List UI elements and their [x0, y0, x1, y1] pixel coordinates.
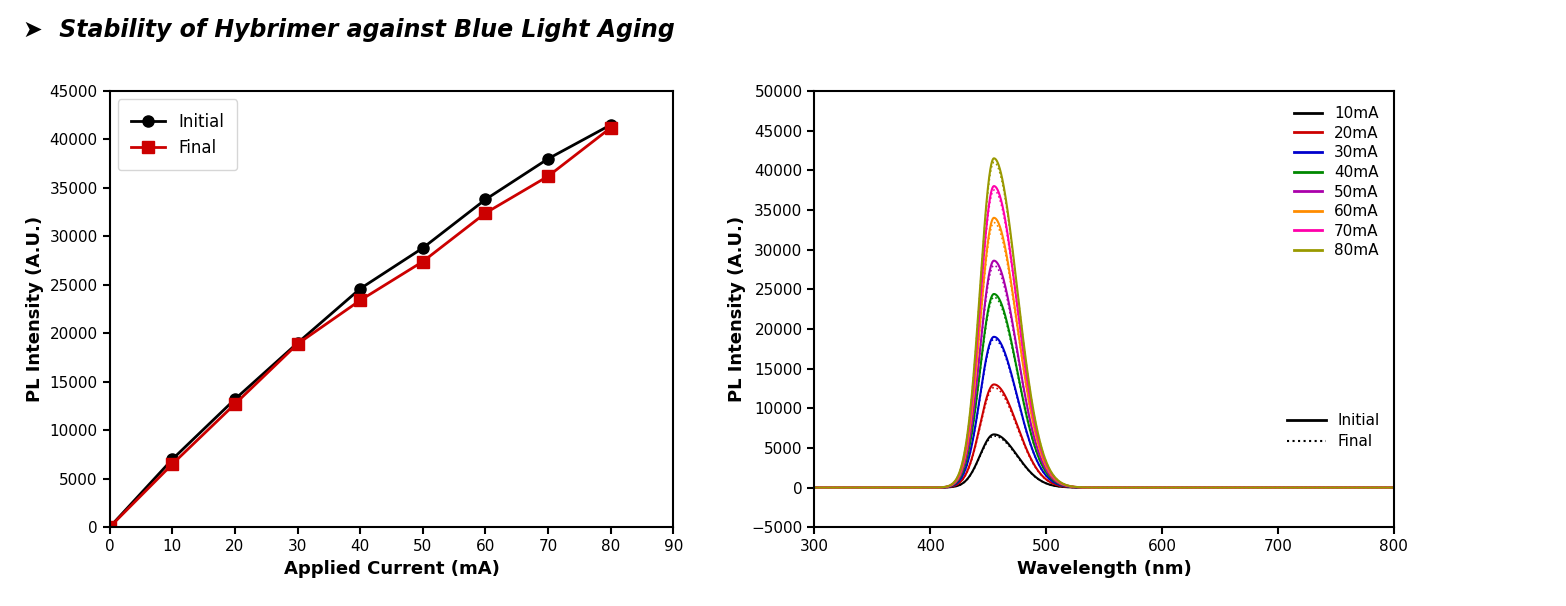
Text: ➤  Stability of Hybrimer against Blue Light Aging: ➤ Stability of Hybrimer against Blue Lig… [23, 18, 675, 42]
Legend: Initial, Final: Initial, Final [117, 99, 236, 170]
Final [100, 524, 119, 531]
Initial [226, 396, 244, 403]
Line: Final: Final [103, 122, 617, 533]
Final [539, 173, 557, 180]
Y-axis label: PL Intensity (A.U.): PL Intensity (A.U.) [728, 216, 745, 402]
Final [288, 341, 307, 348]
Initial [100, 524, 119, 531]
Initial [539, 155, 557, 162]
Final [601, 124, 620, 132]
Final [413, 258, 432, 265]
Initial [351, 285, 370, 292]
Initial [163, 456, 182, 463]
Initial [601, 121, 620, 128]
Line: Initial: Initial [103, 119, 617, 533]
X-axis label: Applied Current (mA): Applied Current (mA) [283, 559, 500, 578]
Initial [288, 339, 307, 347]
Final [226, 401, 244, 408]
Final [351, 297, 370, 304]
Y-axis label: PL Intensity (A.U.): PL Intensity (A.U.) [27, 216, 44, 402]
Final [476, 210, 495, 217]
X-axis label: Wavelength (nm): Wavelength (nm) [1016, 559, 1192, 578]
Initial [476, 196, 495, 203]
Final [163, 461, 182, 468]
Legend: Initial, Final: Initial, Final [1281, 407, 1386, 455]
Initial [413, 244, 432, 251]
